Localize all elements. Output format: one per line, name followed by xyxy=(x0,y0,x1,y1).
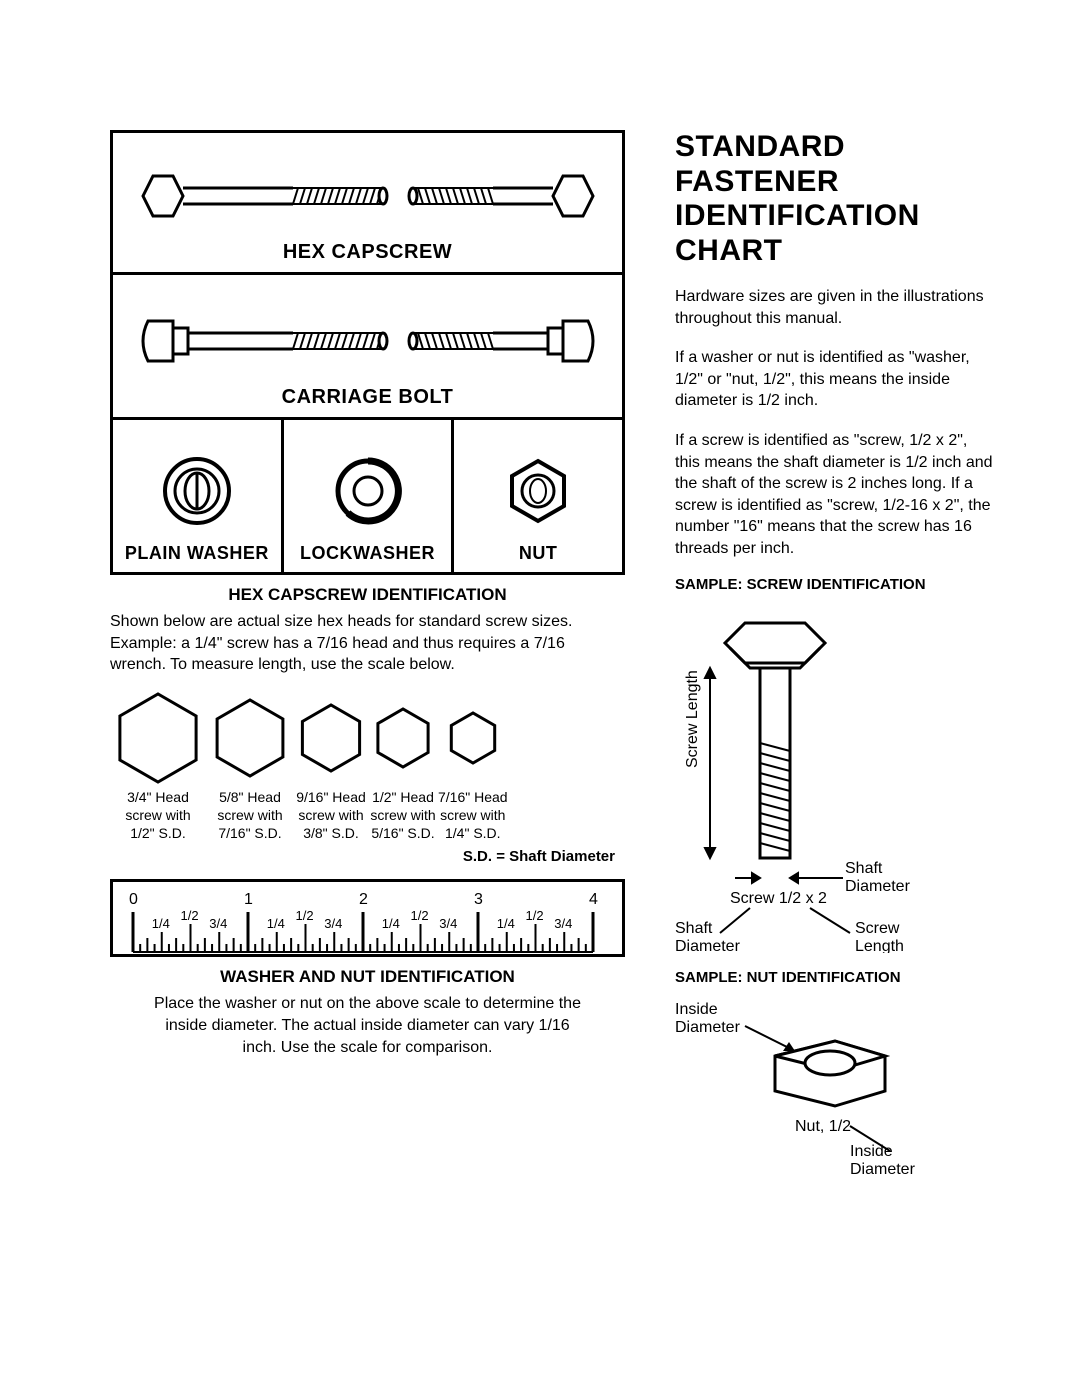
left-column: HEX CAPSCREW xyxy=(110,130,625,1058)
svg-text:3/4: 3/4 xyxy=(554,916,572,931)
washer-id-text: Place the washer or nut on the above sca… xyxy=(110,993,625,1058)
washer-id-title: WASHER AND NUT IDENTIFICATION xyxy=(110,967,625,987)
plain-washer-cell: PLAIN WASHER xyxy=(113,420,284,572)
svg-text:3/4: 3/4 xyxy=(439,916,457,931)
hex-head: 7/16" Head screw with 1/4" S.D. xyxy=(438,688,508,843)
right-column: STANDARD FASTENER IDENTIFICATION CHART H… xyxy=(675,130,995,1176)
hex-capscrew-illustration xyxy=(133,151,603,241)
sd-note: S.D. = Shaft Diameter xyxy=(110,848,625,865)
hex-id-title: HEX CAPSCREW IDENTIFICATION xyxy=(110,585,625,605)
hex-head: 5/8" Head screw with 7/16" S.D. xyxy=(208,688,292,843)
svg-text:1/2: 1/2 xyxy=(411,908,429,923)
screw-length-label: Screw Length xyxy=(684,670,701,768)
svg-text:1/2: 1/2 xyxy=(296,908,314,923)
svg-text:2: 2 xyxy=(359,891,368,908)
svg-text:Screw 1/2 x 2: Screw 1/2 x 2 xyxy=(730,890,827,907)
svg-text:1/4: 1/4 xyxy=(152,916,170,931)
plain-washer-label: PLAIN WASHER xyxy=(125,543,269,564)
svg-text:3/4: 3/4 xyxy=(324,916,342,931)
svg-text:0: 0 xyxy=(129,891,138,908)
hex-head: 3/4" Head screw with 1/2" S.D. xyxy=(110,688,206,843)
svg-text:1: 1 xyxy=(244,891,253,908)
hex-capscrew-label: HEX CAPSCREW xyxy=(283,241,452,264)
ruler: 0 1/4 1/2 3/4 1 1/4 1/2 3/4 2 1/4 1/2 3/4 3 1/4 1/2 3/4… xyxy=(110,879,625,957)
svg-text:Shaft: Shaft xyxy=(845,860,883,877)
nut-cell: NUT xyxy=(454,420,622,572)
carriage-bolt-label: CARRIAGE BOLT xyxy=(282,386,454,409)
svg-text:1/2: 1/2 xyxy=(526,908,544,923)
svg-text:4: 4 xyxy=(589,891,598,908)
carriage-bolt-panel: CARRIAGE BOLT xyxy=(110,275,625,420)
svg-text:Screw: Screw xyxy=(855,920,900,937)
svg-text:Inside: Inside xyxy=(675,1001,718,1018)
svg-text:Diameter: Diameter xyxy=(675,1019,741,1036)
nut-icon xyxy=(498,443,578,543)
svg-text:1/2: 1/2 xyxy=(181,908,199,923)
nut-label: NUT xyxy=(519,543,558,564)
hex-head-icon xyxy=(208,688,292,788)
hex-head: 9/16" Head screw with 3/8" S.D. xyxy=(294,688,368,843)
sample-nut-title: SAMPLE: NUT IDENTIFICATION xyxy=(675,969,995,986)
hex-heads-row: 3/4" Head screw with 1/2" S.D. 5/8" Head… xyxy=(110,688,625,843)
washer-nut-row: PLAIN WASHER LOCKWASHER NUT xyxy=(110,420,625,575)
lockwasher-icon xyxy=(328,443,408,543)
document-title: STANDARD FASTENER IDENTIFICATION CHART xyxy=(675,130,995,268)
svg-text:Nut, 1/2: Nut, 1/2 xyxy=(795,1118,851,1135)
intro-p3: If a screw is identified as "screw, 1/2 … xyxy=(675,430,995,560)
svg-text:Inside: Inside xyxy=(850,1143,893,1160)
svg-text:Diameter: Diameter xyxy=(845,878,911,895)
sample-screw-title: SAMPLE: SCREW IDENTIFICATION xyxy=(675,576,995,593)
hex-head: 1/2" Head screw with 5/16" S.D. xyxy=(370,688,436,843)
svg-text:1/4: 1/4 xyxy=(267,916,285,931)
intro-p1: Hardware sizes are given in the illustra… xyxy=(675,286,995,329)
screw-diagram: Screw Length Shaft Diameter Screw 1/2 x … xyxy=(675,603,995,953)
intro-p2: If a washer or nut is identified as "was… xyxy=(675,347,995,412)
svg-text:Diameter: Diameter xyxy=(850,1161,916,1176)
svg-text:Shaft: Shaft xyxy=(675,920,713,937)
nut-diagram: Inside Diameter Nut, 1/2 Inside Diameter xyxy=(675,996,995,1176)
svg-text:1/4: 1/4 xyxy=(497,916,515,931)
svg-text:Diameter: Diameter xyxy=(675,938,741,953)
svg-text:Length: Length xyxy=(855,938,904,953)
lockwasher-cell: LOCKWASHER xyxy=(284,420,455,572)
svg-text:1/4: 1/4 xyxy=(382,916,400,931)
hex-head-icon xyxy=(110,688,206,788)
hex-head-icon xyxy=(444,688,502,788)
lockwasher-label: LOCKWASHER xyxy=(300,543,435,564)
ruler-scale: 0 1/4 1/2 3/4 1 1/4 1/2 3/4 2 1/4 1/2 3/4 3 1/4 1/2 3/4… xyxy=(123,882,613,954)
hex-id-text: Shown below are actual size hex heads fo… xyxy=(110,611,625,676)
svg-text:3: 3 xyxy=(474,891,483,908)
hex-head-icon xyxy=(370,688,436,788)
plain-washer-icon xyxy=(157,443,237,543)
hex-capscrew-panel: HEX CAPSCREW xyxy=(110,130,625,275)
carriage-bolt-illustration xyxy=(133,296,603,386)
svg-text:3/4: 3/4 xyxy=(209,916,227,931)
hex-head-icon xyxy=(294,688,368,788)
